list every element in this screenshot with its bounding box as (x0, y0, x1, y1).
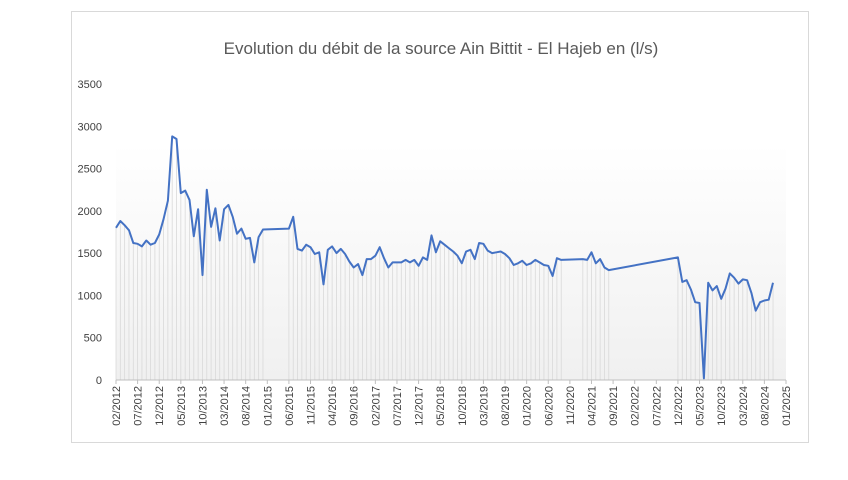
x-tick-label: 03/2024 (738, 386, 750, 426)
x-tick-label: 07/2022 (651, 386, 663, 426)
x-tick-label: 01/2020 (522, 386, 534, 426)
x-tick-label: 10/2013 (197, 386, 209, 426)
x-tick-label: 06/2015 (284, 386, 296, 426)
x-tick-label: 08/2019 (500, 386, 512, 426)
discharge-series-line (115, 135, 774, 380)
x-tick-label: 09/2021 (608, 386, 620, 426)
y-tick-label: 3500 (78, 79, 102, 91)
x-tick-label: 11/2015 (306, 386, 318, 425)
x-tick-label: 05/2023 (695, 386, 707, 426)
x-axis-tick-labels: 02/2012 07/2012 12/2012 05/2013 10/2013 03/20… (111, 380, 793, 426)
plot-gradient (116, 144, 786, 380)
x-tick-label: 05/2018 (435, 386, 447, 426)
x-tick-label: 08/2024 (759, 386, 771, 426)
x-tick-label: 09/2016 (349, 386, 361, 426)
line-chart: Evolution du débit de la source Ain Bitt… (78, 39, 793, 426)
x-tick-label: 12/2012 (154, 386, 166, 426)
x-tick-label: 05/2013 (176, 386, 188, 426)
x-tick-label: 02/2022 (630, 386, 642, 426)
x-tick-label: 04/2021 (586, 386, 598, 426)
x-tick-label: 07/2017 (392, 386, 404, 426)
x-tick-label: 03/2019 (478, 386, 490, 426)
plot-background (116, 144, 786, 380)
y-tick-label: 500 (84, 333, 102, 345)
y-tick-label: 3000 (78, 121, 102, 133)
x-tick-label: 01/2015 (262, 386, 274, 426)
x-tick-label: 01/2025 (781, 386, 793, 426)
y-tick-label: 1000 (78, 290, 102, 302)
y-tick-label: 2500 (78, 164, 102, 176)
y-tick-label: 2000 (78, 206, 102, 218)
x-tick-label: 12/2022 (673, 386, 685, 426)
x-tick-label: 02/2012 (111, 386, 123, 426)
x-tick-label: 10/2023 (716, 386, 728, 426)
drop-lines (115, 136, 774, 380)
series-line (115, 135, 774, 380)
y-axis: 0 500 1000 1500 2000 2500 3000 3500 (78, 79, 102, 387)
x-tick-label: 07/2012 (133, 386, 145, 426)
x-tick-label: 08/2014 (241, 386, 253, 426)
x-tick-label: 12/2017 (414, 386, 426, 426)
chart-area: Evolution du débit de la source Ain Bitt… (71, 11, 809, 443)
x-tick-label: 04/2016 (327, 386, 339, 426)
x-tick-label: 06/2020 (543, 386, 555, 426)
y-tick-label: 0 (96, 375, 102, 387)
x-tick-label: 02/2017 (370, 386, 382, 426)
x-tick-label: 03/2014 (219, 386, 231, 426)
chart-title: Evolution du débit de la source Ain Bitt… (224, 39, 659, 58)
x-tick-label: 10/2018 (457, 386, 469, 426)
x-tick-label: 11/2020 (565, 386, 577, 425)
y-tick-label: 1500 (78, 248, 102, 260)
